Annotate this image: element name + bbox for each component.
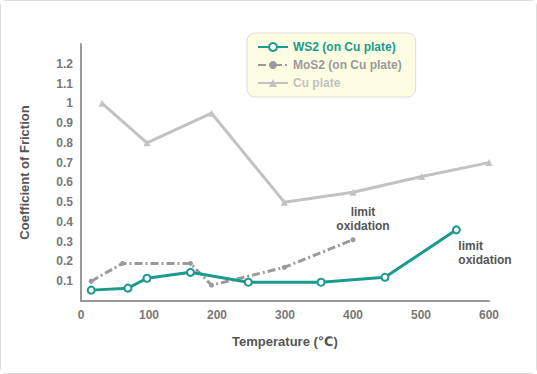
svg-text:0.1: 0.1: [56, 274, 73, 288]
svg-text:0.5: 0.5: [56, 195, 73, 209]
svg-text:0.9: 0.9: [56, 116, 73, 130]
svg-text:100: 100: [139, 308, 159, 322]
svg-text:Cu plate: Cu plate: [293, 76, 341, 90]
svg-text:limit: limit: [458, 239, 483, 253]
svg-text:oxidation: oxidation: [458, 253, 511, 267]
svg-text:limit: limit: [351, 205, 376, 219]
svg-text:0.4: 0.4: [56, 215, 73, 229]
svg-text:300: 300: [275, 308, 295, 322]
svg-text:500: 500: [411, 308, 431, 322]
svg-text:0.6: 0.6: [56, 175, 73, 189]
svg-text:Temperature (℃): Temperature (℃): [232, 334, 338, 349]
svg-text:oxidation: oxidation: [336, 219, 389, 233]
svg-text:1: 1: [66, 96, 73, 110]
svg-text:0: 0: [78, 308, 85, 322]
svg-text:WS2 (on Cu plate): WS2 (on Cu plate): [293, 40, 396, 54]
svg-text:MoS2 (on Cu plate): MoS2 (on Cu plate): [293, 58, 402, 72]
svg-text:1.1: 1.1: [56, 77, 73, 91]
svg-text:0.8: 0.8: [56, 136, 73, 150]
svg-text:0.2: 0.2: [56, 254, 73, 268]
svg-text:200: 200: [207, 308, 227, 322]
svg-text:Coefficient of Friction: Coefficient of Friction: [17, 105, 32, 239]
svg-text:0.3: 0.3: [56, 235, 73, 249]
svg-text:0.7: 0.7: [56, 156, 73, 170]
svg-text:1.2: 1.2: [56, 57, 73, 71]
svg-text:400: 400: [343, 308, 363, 322]
svg-text:600: 600: [479, 308, 499, 322]
